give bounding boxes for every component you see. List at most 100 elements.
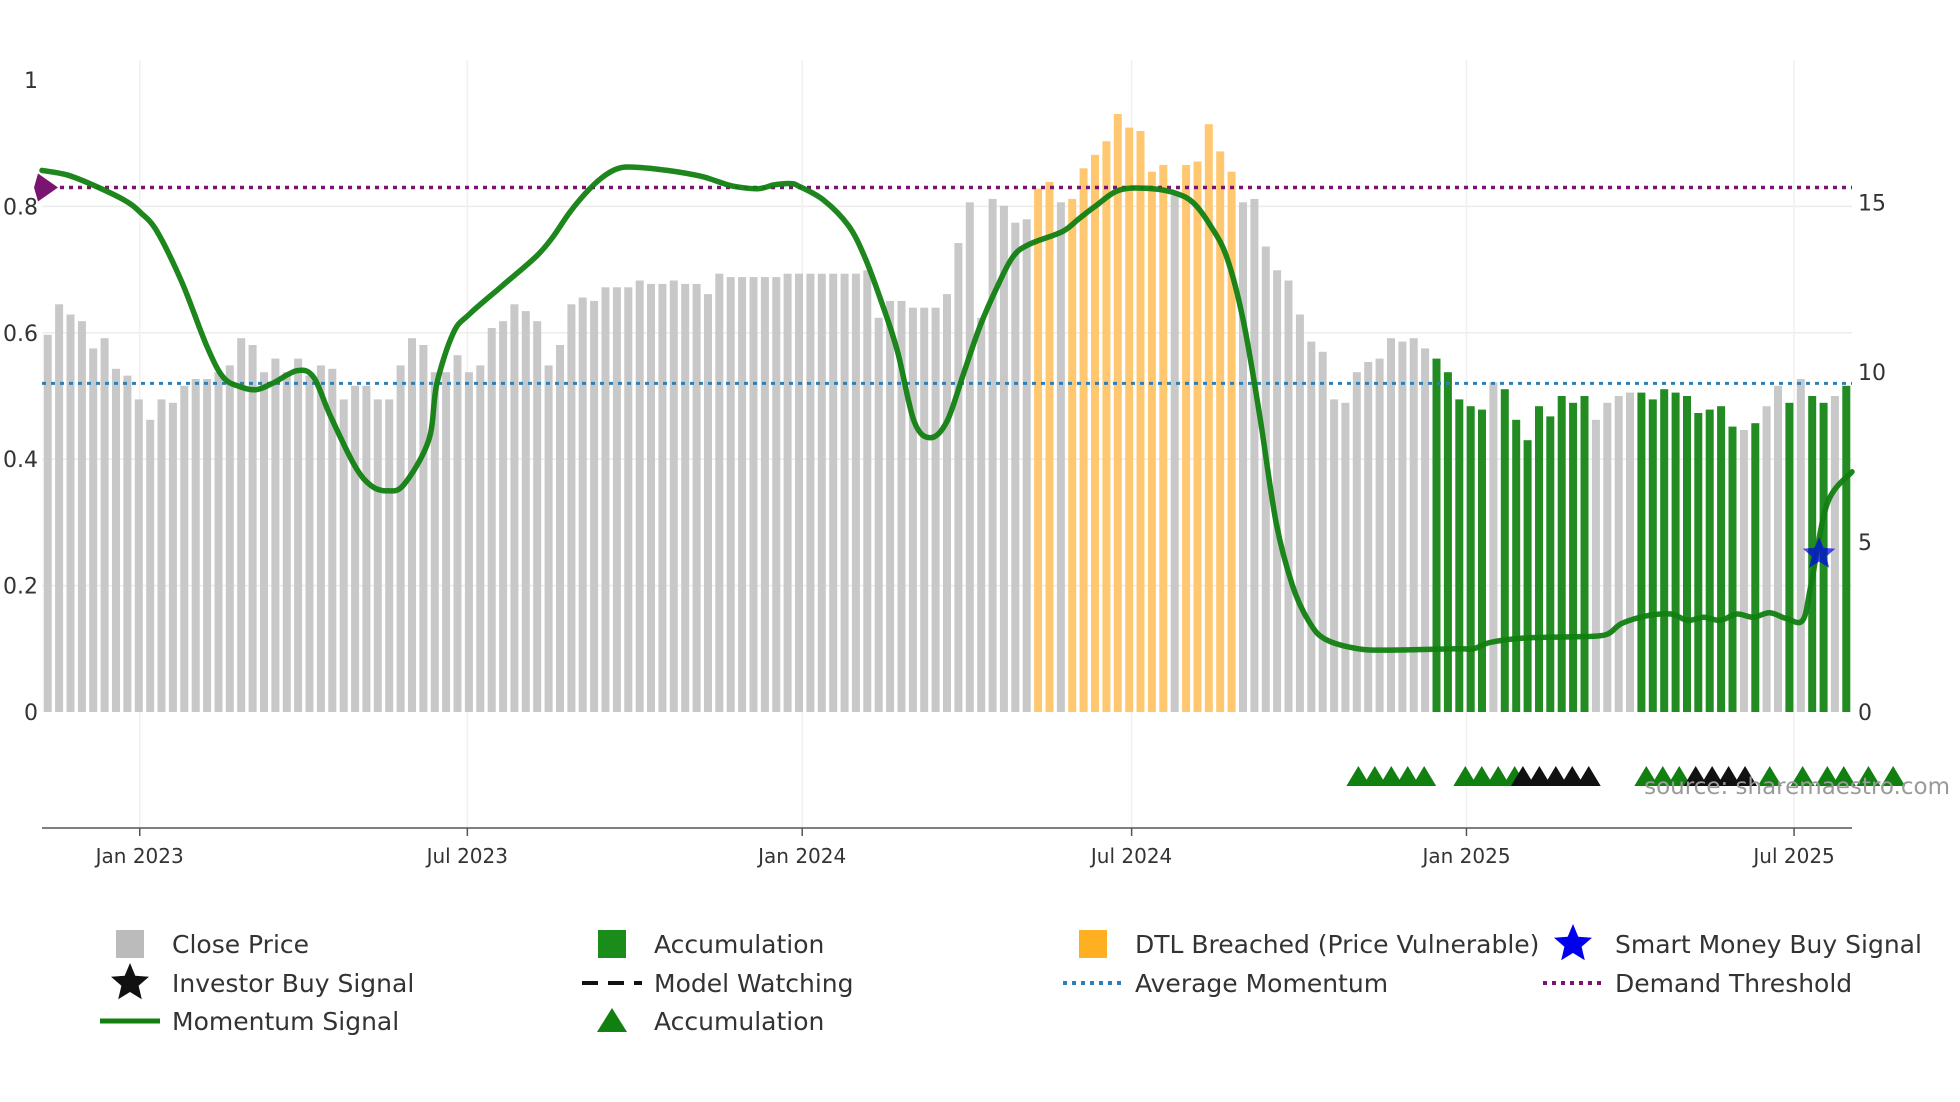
- accumulation-marker: [1667, 766, 1692, 786]
- accumulation-marker: [1510, 766, 1535, 786]
- price-bar: [1443, 372, 1452, 712]
- accumulation-marker: [1700, 766, 1725, 786]
- price-bar: [863, 270, 872, 712]
- price-bar: [294, 358, 303, 712]
- price-bar: [533, 321, 542, 712]
- price-bar: [1409, 338, 1418, 712]
- price-bar: [612, 287, 621, 712]
- price-bar: [817, 273, 826, 712]
- price-bar: [1671, 392, 1680, 712]
- price-bar: [453, 355, 462, 712]
- legend-item: Momentum Signal: [100, 1007, 399, 1036]
- price-bar: [476, 365, 485, 712]
- price-bar: [965, 202, 974, 713]
- momentum-line: [39, 164, 1855, 653]
- price-bar: [1147, 171, 1156, 712]
- price-bar: [1056, 202, 1065, 713]
- price-bar: [328, 368, 337, 712]
- y-left-tick: 0.2: [3, 575, 38, 600]
- price-bar: [1182, 164, 1191, 712]
- x-tick-label: Jan 2025: [1420, 844, 1510, 868]
- accumulation-marker: [1831, 766, 1856, 786]
- legend-label: Accumulation: [654, 1007, 824, 1036]
- price-bar: [749, 277, 758, 712]
- y-left-tick: 0.8: [3, 195, 38, 220]
- momentum-signal: [39, 164, 1855, 653]
- price-bar: [1648, 399, 1657, 712]
- price-bar: [977, 317, 986, 712]
- y-left-tick: 1: [24, 69, 38, 94]
- price-bar: [567, 304, 576, 712]
- price-bar: [1364, 362, 1373, 712]
- price-bar: [1102, 141, 1111, 712]
- price-bar: [1512, 419, 1521, 712]
- price-bar: [886, 300, 895, 712]
- price-bar: [1660, 389, 1669, 712]
- price-bar: [1250, 198, 1259, 712]
- price-bar: [1774, 385, 1782, 712]
- accumulation-marker: [1527, 766, 1552, 786]
- legend-label: Average Momentum: [1135, 969, 1388, 998]
- price-bar: [1694, 413, 1703, 712]
- price-bar: [760, 277, 769, 712]
- legend-label: Demand Threshold: [1615, 969, 1852, 998]
- price-bar: [521, 311, 530, 712]
- price-bar: [624, 287, 633, 712]
- price-bar: [692, 283, 701, 712]
- price-bar: [1330, 399, 1339, 712]
- price-bar: [1307, 341, 1316, 712]
- price-bar: [55, 304, 64, 712]
- price-bar: [681, 283, 690, 712]
- price-bar: [1591, 419, 1600, 712]
- price-bar: [43, 334, 52, 712]
- accumulation-marker: [1379, 766, 1404, 786]
- price-bar: [1580, 396, 1589, 712]
- accumulation-marker: [1757, 766, 1782, 786]
- legend-swatch-square: [1079, 930, 1107, 958]
- price-bar: [840, 273, 849, 712]
- price-bar: [1500, 389, 1509, 712]
- price-bar: [1341, 402, 1350, 712]
- accumulation-marker: [1881, 766, 1906, 786]
- legend-label: Momentum Signal: [172, 1007, 399, 1036]
- price-bar: [1239, 202, 1247, 713]
- price-bar: [191, 379, 200, 712]
- source-label: source: sharemaestro.com: [1644, 774, 1950, 800]
- price-bar: [1489, 382, 1498, 712]
- legend-item: Close Price: [116, 930, 309, 959]
- price-bar: [487, 328, 496, 712]
- smart-money-star: [1802, 537, 1836, 568]
- price-bar: [635, 280, 644, 712]
- price-bar: [1375, 358, 1384, 712]
- accumulation-marker: [1453, 766, 1478, 786]
- price-bar: [168, 402, 177, 712]
- price-bar: [1045, 181, 1054, 712]
- accumulation-marker: [1683, 766, 1708, 786]
- price-bar: [988, 198, 997, 712]
- price-bar: [1569, 402, 1578, 712]
- price-bar: [237, 338, 246, 712]
- price-bar: [442, 372, 451, 712]
- price-bar: [1193, 161, 1202, 712]
- legend-swatch-star: [111, 963, 149, 1000]
- accumulation-marker: [1469, 766, 1494, 786]
- price-bar: [1705, 409, 1714, 712]
- x-tick-label: Jul 2023: [425, 844, 508, 868]
- price-bar: [738, 277, 747, 712]
- accumulation-marker: [1346, 766, 1371, 786]
- close-price-bars: [43, 114, 1851, 713]
- accumulation-marker: [1790, 766, 1815, 786]
- price-bar: [225, 365, 234, 712]
- price-bar: [180, 385, 189, 712]
- price-bar: [1785, 402, 1794, 712]
- signal-markers: [34, 173, 1906, 786]
- price-bar: [146, 419, 155, 712]
- price-bar: [874, 317, 883, 712]
- price-bar: [1637, 392, 1646, 712]
- price-bar: [1830, 396, 1839, 712]
- price-bar: [1557, 396, 1566, 712]
- price-bar: [430, 372, 439, 712]
- price-bar: [715, 273, 724, 712]
- price-bar: [795, 273, 803, 712]
